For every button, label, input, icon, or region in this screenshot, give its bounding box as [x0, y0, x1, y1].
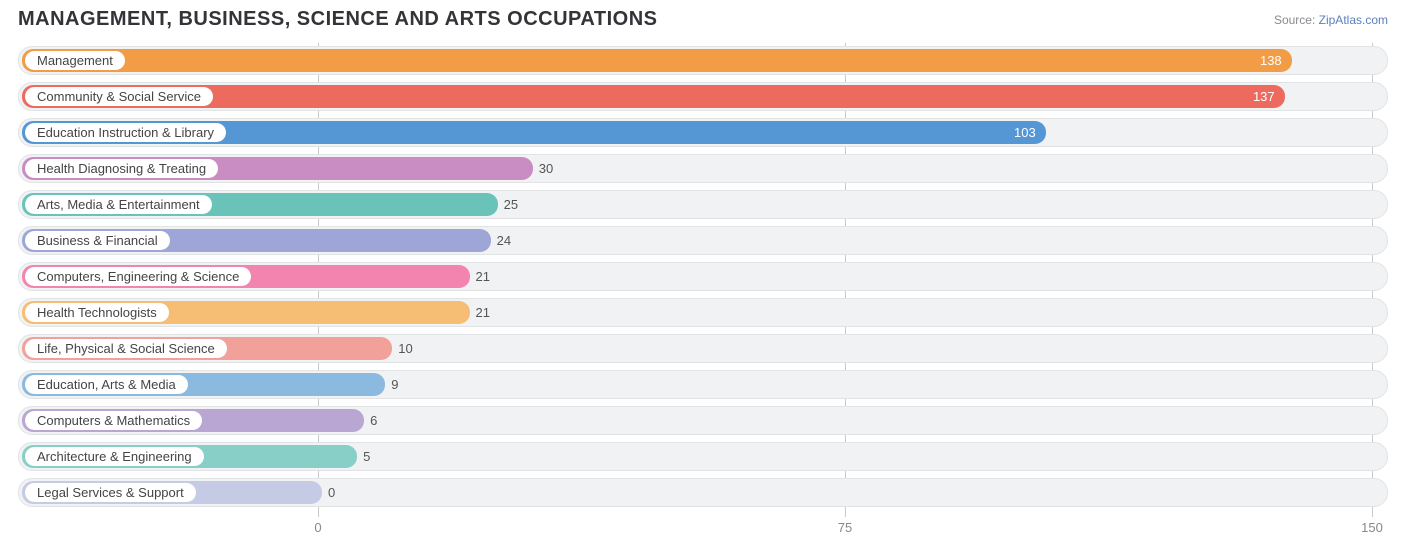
bar-row: 21 Health Technologists — [18, 295, 1388, 330]
value-label: 5 — [363, 449, 370, 464]
value-label: 9 — [391, 377, 398, 392]
bar: Business & Financial — [22, 229, 491, 252]
bar-row: 25 Arts, Media & Entertainment — [18, 187, 1388, 222]
bar-row: 5 Architecture & Engineering — [18, 439, 1388, 474]
category-label-pill: Computers & Mathematics — [25, 411, 202, 430]
bar: Community & Social Service 137 — [22, 85, 1285, 108]
bar: Health Diagnosing & Treating — [22, 157, 533, 180]
bar: Arts, Media & Entertainment — [22, 193, 498, 216]
value-label: 10 — [398, 341, 412, 356]
value-label: 25 — [504, 197, 518, 212]
bars-container: Management 138 Community & Social Service 1… — [18, 43, 1388, 510]
category-label-pill: Business & Financial — [25, 231, 170, 250]
category-label-pill: Education Instruction & Library — [25, 123, 226, 142]
bar-row: 0 Legal Services & Support — [18, 475, 1388, 510]
bar-row: 9 Education, Arts & Media — [18, 367, 1388, 402]
category-label-pill: Health Diagnosing & Treating — [25, 159, 218, 178]
category-label-pill: Education, Arts & Media — [25, 375, 188, 394]
value-label: 103 — [1014, 125, 1036, 140]
category-label-pill: Life, Physical & Social Science — [25, 339, 227, 358]
value-label: 138 — [1260, 53, 1282, 68]
bar: Health Technologists — [22, 301, 470, 324]
source-attribution: Source: ZipAtlas.com — [1274, 13, 1388, 27]
category-label-pill: Arts, Media & Entertainment — [25, 195, 212, 214]
chart-header: MANAGEMENT, BUSINESS, SCIENCE AND ARTS O… — [0, 0, 1406, 43]
bar-row: 6 Computers & Mathematics — [18, 403, 1388, 438]
bar-row: Community & Social Service 137 — [18, 79, 1388, 114]
bar: Education Instruction & Library 103 — [22, 121, 1046, 144]
value-label: 30 — [539, 161, 553, 176]
bar-row: Education Instruction & Library 103 — [18, 115, 1388, 150]
bar-row: 24 Business & Financial — [18, 223, 1388, 258]
x-tick-label: 0 — [314, 520, 321, 535]
chart-title: MANAGEMENT, BUSINESS, SCIENCE AND ARTS O… — [18, 8, 657, 31]
value-label: 6 — [370, 413, 377, 428]
bar-row: 30 Health Diagnosing & Treating — [18, 151, 1388, 186]
x-tick-label: 150 — [1361, 520, 1383, 535]
source-label: Source: — [1274, 13, 1315, 27]
bar-row: 10 Life, Physical & Social Science — [18, 331, 1388, 366]
category-label-pill: Health Technologists — [25, 303, 169, 322]
category-label-pill: Community & Social Service — [25, 87, 213, 106]
category-label-pill: Legal Services & Support — [25, 483, 196, 502]
bar: Education, Arts & Media — [22, 373, 385, 396]
bar: Computers, Engineering & Science — [22, 265, 470, 288]
value-label: 137 — [1253, 89, 1275, 104]
bar: Management 138 — [22, 49, 1292, 72]
value-label: 24 — [497, 233, 511, 248]
category-label-pill: Architecture & Engineering — [25, 447, 204, 466]
value-label: 21 — [476, 305, 490, 320]
category-label-pill: Computers, Engineering & Science — [25, 267, 251, 286]
chart-area: Management 138 Community & Social Service 1… — [0, 43, 1406, 544]
bar: Life, Physical & Social Science — [22, 337, 392, 360]
bar: Legal Services & Support — [22, 481, 322, 504]
x-tick-label: 75 — [838, 520, 852, 535]
bar-row: Management 138 — [18, 43, 1388, 78]
x-axis: 0 75 150 — [18, 514, 1388, 544]
bar-row: 21 Computers, Engineering & Science — [18, 259, 1388, 294]
bar: Computers & Mathematics — [22, 409, 364, 432]
category-label-pill: Management — [25, 51, 125, 70]
value-label: 21 — [476, 269, 490, 284]
value-label: 0 — [328, 485, 335, 500]
bar: Architecture & Engineering — [22, 445, 357, 468]
source-link[interactable]: ZipAtlas.com — [1319, 13, 1388, 27]
